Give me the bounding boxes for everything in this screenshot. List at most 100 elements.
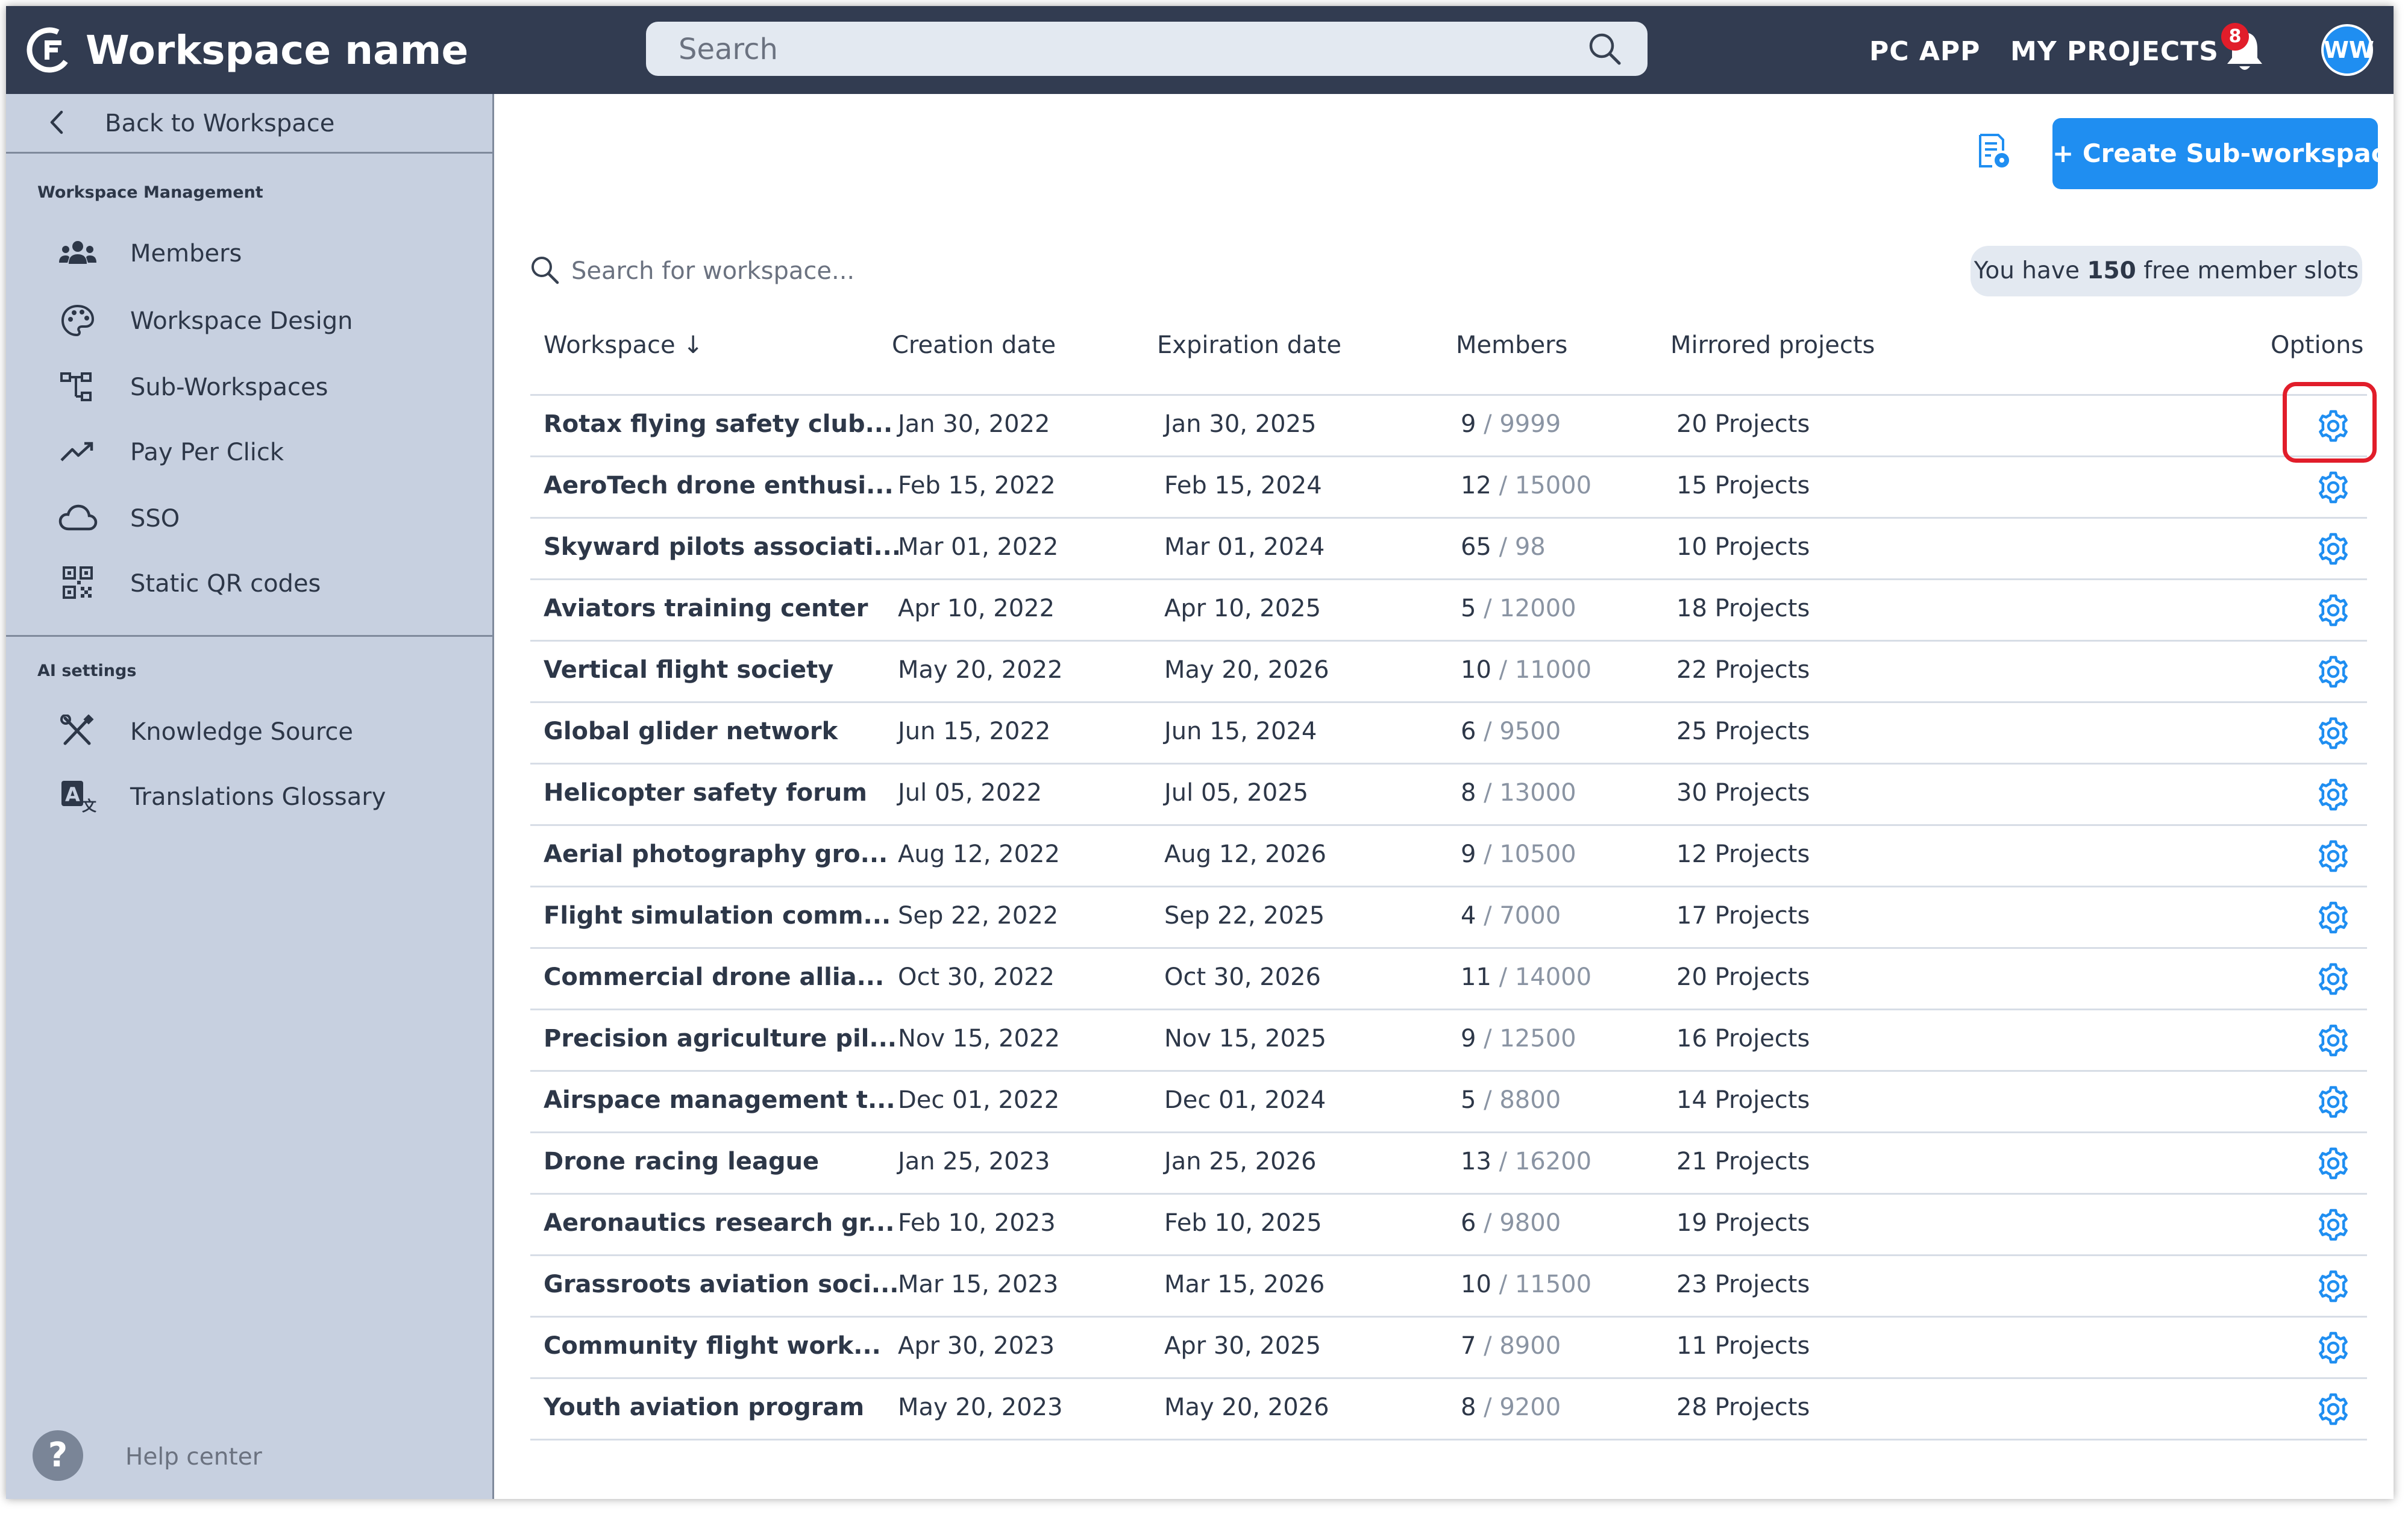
avatar[interactable]: WW	[2321, 24, 2374, 76]
sidebar-divider	[6, 635, 492, 637]
table-row[interactable]: Precision agriculture pil... Nov 15, 2022…	[530, 1009, 2367, 1072]
table-row[interactable]: Drone racing league Jan 25, 2023 Jan 25, 2…	[530, 1131, 2367, 1195]
members-icon	[59, 241, 96, 264]
workspace-name-cell[interactable]: Drone racing league	[544, 1148, 820, 1175]
workspace-name-cell[interactable]: Youth aviation program	[544, 1394, 865, 1421]
workspace-name-cell[interactable]: Helicopter safety forum	[544, 779, 867, 807]
mirrored-projects-cell: 20 Projects	[1676, 410, 1810, 438]
workspace-name-cell[interactable]: Precision agriculture pil...	[544, 1025, 897, 1053]
members-separator: /	[1476, 1394, 1500, 1421]
sort-arrow-icon[interactable]: ↓	[683, 331, 703, 359]
table-row[interactable]: Aeronautics research gr... Feb 10, 2023 Fe…	[530, 1193, 2367, 1256]
sidebar-item-knowledge-source[interactable]: Knowledge Source	[6, 704, 492, 759]
gear-icon[interactable]	[2315, 531, 2351, 567]
workspace-name-cell[interactable]: Flight simulation comm...	[544, 902, 891, 930]
gear-icon[interactable]	[2315, 1391, 2351, 1427]
workspace-name-cell[interactable]: Grassroots aviation soci...	[544, 1271, 899, 1298]
gear-icon[interactable]	[2315, 1207, 2351, 1243]
mirrored-projects-cell: 14 Projects	[1676, 1086, 1810, 1114]
members-cell: 5 / 12000	[1461, 595, 1576, 622]
slots-suffix: free member slots	[2136, 257, 2359, 284]
column-header-workspace[interactable]: Workspace ↓	[544, 331, 703, 359]
gear-icon[interactable]	[2315, 1084, 2351, 1120]
expiration-date-cell: Jan 25, 2026	[1164, 1148, 1317, 1175]
sidebar-item-workspace-design[interactable]: Workspace Design	[6, 293, 492, 348]
global-search[interactable]	[646, 22, 1648, 77]
members-separator: /	[1476, 1209, 1500, 1237]
workspace-search-input[interactable]	[570, 249, 1115, 293]
members-cell: 9 / 12500	[1461, 1025, 1576, 1053]
top-bar: Workspace name PC APP MY PROJECTS 8 WW	[6, 6, 2394, 94]
gear-icon[interactable]	[2315, 838, 2351, 874]
sidebar-item-pay-per-click[interactable]: Pay Per Click	[6, 424, 492, 480]
gear-icon[interactable]	[2315, 715, 2351, 751]
pc-app-link[interactable]: PC APP	[1869, 36, 1981, 67]
gear-icon[interactable]	[2315, 1145, 2351, 1181]
table-row[interactable]: Vertical flight society May 20, 2022 May 2…	[530, 640, 2367, 703]
sidebar-item-translations-glossary[interactable]: A 文 Translations Glossary	[6, 769, 492, 824]
workspace-name-cell[interactable]: Aviators training center	[544, 595, 868, 622]
table-row[interactable]: Aviators training center Apr 10, 2022 Apr …	[530, 578, 2367, 642]
workspace-name-cell[interactable]: Rotax flying safety club...	[544, 410, 893, 438]
sidebar-item-sso[interactable]: SSO	[6, 490, 492, 546]
table-row[interactable]: Rotax flying safety club... Jan 30, 2022 J…	[530, 394, 2367, 457]
table-row[interactable]: Airspace management t... Dec 01, 2022 Dec …	[530, 1070, 2367, 1133]
report-icon[interactable]	[1974, 133, 2011, 170]
table-row[interactable]: Youth aviation program May 20, 2023 May 20…	[530, 1377, 2367, 1440]
workspace-name-cell[interactable]: Airspace management t...	[544, 1086, 895, 1114]
table-row[interactable]: AeroTech drone enthusi... Feb 15, 2022 Feb…	[530, 455, 2367, 519]
table-row[interactable]: Helicopter safety forum Jul 05, 2022 Jul 0…	[530, 763, 2367, 826]
gear-icon[interactable]	[2315, 961, 2351, 997]
column-header-members[interactable]: Members	[1456, 331, 1568, 359]
workspace-name-cell[interactable]: Skyward pilots associati...	[544, 533, 901, 561]
workspace-name-cell[interactable]: Aeronautics research gr...	[544, 1209, 895, 1237]
members-cell: 8 / 13000	[1461, 779, 1576, 807]
brand[interactable]: Workspace name	[27, 23, 468, 77]
section-ai-settings: AI settings	[37, 662, 137, 680]
workspace-name-cell[interactable]: Commercial drone allia...	[544, 963, 885, 991]
members-cell: 65 / 98	[1461, 533, 1546, 561]
sidebar-item-sub-workspaces[interactable]: Sub-Workspaces	[6, 359, 492, 414]
mirrored-projects-cell: 21 Projects	[1676, 1148, 1810, 1175]
gear-icon[interactable]	[2315, 408, 2351, 444]
gear-icon[interactable]	[2315, 899, 2351, 936]
sidebar-item-members[interactable]: Members	[6, 225, 492, 281]
table-row[interactable]: Flight simulation comm... Sep 22, 2022 Sep…	[530, 886, 2367, 949]
workspace-name-cell[interactable]: AeroTech drone enthusi...	[544, 472, 894, 499]
help-center-link[interactable]: Help center	[125, 1444, 262, 1471]
table-row[interactable]: Community flight work... Apr 30, 2023 Apr …	[530, 1316, 2367, 1379]
workspace-name-cell[interactable]: Global glider network	[544, 718, 838, 745]
column-header-creation-date[interactable]: Creation date	[892, 331, 1056, 359]
workspace-name-cell[interactable]: Aerial photography gro...	[544, 840, 888, 868]
gear-icon[interactable]	[2315, 1330, 2351, 1366]
gear-icon[interactable]	[2315, 1022, 2351, 1059]
back-to-workspace[interactable]: Back to Workspace	[6, 94, 492, 154]
sidebar-label-members: Members	[130, 240, 242, 267]
search-icon[interactable]	[1587, 31, 1622, 66]
workspace-name-cell[interactable]: Community flight work...	[544, 1332, 881, 1360]
table-row[interactable]: Commercial drone allia... Oct 30, 2022 Oct…	[530, 947, 2367, 1010]
gear-icon[interactable]	[2315, 469, 2351, 505]
column-header-expiration-date[interactable]: Expiration date	[1157, 331, 1341, 359]
table-row[interactable]: Skyward pilots associati... Mar 01, 2022 M…	[530, 517, 2367, 580]
members-limit: 9200	[1499, 1394, 1561, 1421]
help-icon[interactable]: ?	[33, 1430, 83, 1481]
gear-icon[interactable]	[2315, 777, 2351, 813]
members-limit: 9999	[1499, 410, 1561, 438]
creation-date-cell: Apr 30, 2023	[898, 1332, 1055, 1360]
column-header-mirrored-projects[interactable]: Mirrored projects	[1670, 331, 1875, 359]
table-row[interactable]: Grassroots aviation soci... Mar 15, 2023 M…	[530, 1254, 2367, 1318]
global-search-input[interactable]	[646, 22, 1584, 77]
my-projects-link[interactable]: MY PROJECTS	[2010, 36, 2219, 67]
mirrored-projects-cell: 19 Projects	[1676, 1209, 1810, 1237]
gear-icon[interactable]	[2315, 654, 2351, 690]
table-row[interactable]: Global glider network Jun 15, 2022 Jun 15,…	[530, 701, 2367, 765]
sidebar-item-static-qr-codes[interactable]: Static QR codes	[6, 555, 492, 611]
members-limit: 9500	[1499, 718, 1561, 745]
gear-icon[interactable]	[2315, 1268, 2351, 1304]
table-row[interactable]: Aerial photography gro... Aug 12, 2022 Aug…	[530, 824, 2367, 887]
workspace-name-cell[interactable]: Vertical flight society	[544, 656, 834, 684]
members-separator: /	[1476, 902, 1500, 930]
create-sub-workspace-button[interactable]: + Create Sub-workspace	[2052, 118, 2394, 189]
gear-icon[interactable]	[2315, 592, 2351, 628]
